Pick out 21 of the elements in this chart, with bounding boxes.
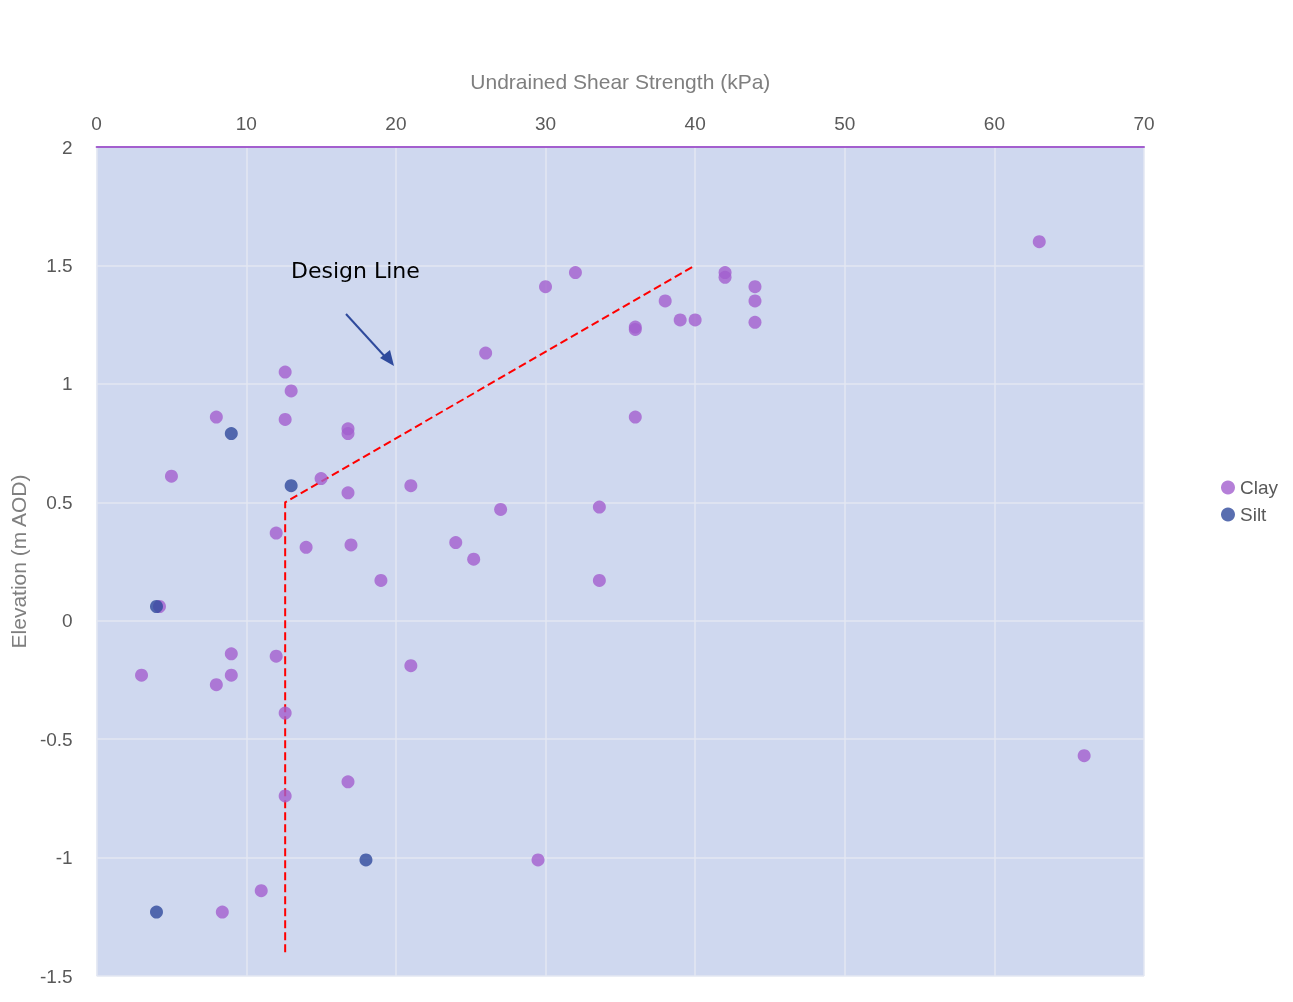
legend-label: Clay xyxy=(1239,477,1279,498)
y-tick-label: -1.5 xyxy=(39,965,73,987)
annotation: Design Line xyxy=(291,258,420,283)
x-tick-label: 0 xyxy=(91,113,102,134)
x-tick-label: 50 xyxy=(834,113,856,134)
y-tick-label: 1.5 xyxy=(46,254,73,276)
x-tick-label: 20 xyxy=(385,113,407,134)
x-tick-label: 70 xyxy=(1133,113,1155,134)
y-tick-label: -1 xyxy=(55,847,73,869)
x-tick-label: 60 xyxy=(983,113,1005,134)
x-tick-label: 30 xyxy=(534,113,557,134)
y-tick-label: 0.5 xyxy=(46,491,73,513)
legend-label: Silt xyxy=(1239,504,1268,525)
x-tick-label: 40 xyxy=(684,113,706,134)
y-axis-title: Elevation (m AOD) xyxy=(7,474,30,649)
x-tick-label: 10 xyxy=(235,113,257,134)
y-tick-label: -0.5 xyxy=(39,728,73,750)
y-tick-label: 0 xyxy=(62,610,73,632)
y-tick-label: 1 xyxy=(62,373,73,395)
y-tick-label: 2 xyxy=(62,136,73,158)
x-axis-title: Undrained Shear Strength (kPa) xyxy=(470,70,771,93)
